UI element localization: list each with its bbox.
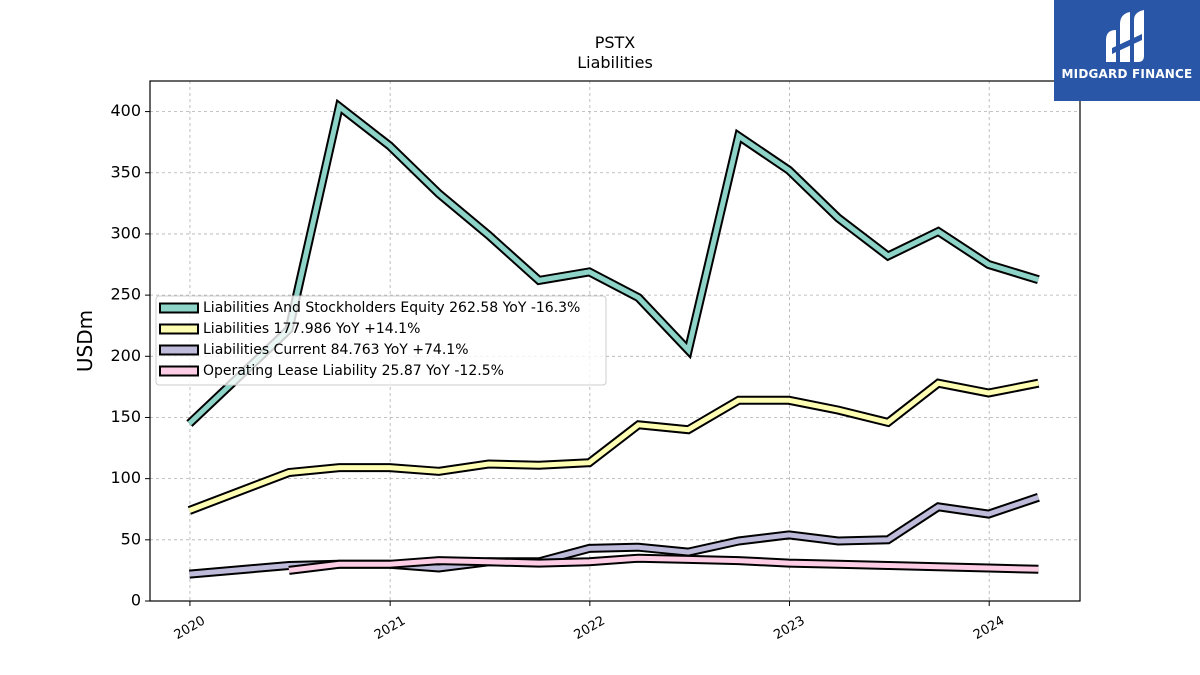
brand-logo: MIDGARD FINANCE xyxy=(1054,0,1200,101)
series-liabilities-and-stockholders-equity xyxy=(186,98,1040,427)
y-tick-label: 350 xyxy=(110,162,141,181)
plot-frame xyxy=(149,80,1081,602)
series-layer xyxy=(186,98,1040,579)
logo-text: MIDGARD FINANCE xyxy=(1061,67,1193,81)
y-tick-label: 50 xyxy=(121,529,141,548)
series-operating-lease-liability xyxy=(288,553,1039,575)
series-line xyxy=(187,102,1040,426)
y-axis-label: USDm xyxy=(73,310,97,372)
legend-label: Operating Lease Liability 25.87 YoY -12.… xyxy=(203,363,504,379)
legend-item: Operating Lease Liability 25.87 YoY -12.… xyxy=(159,363,504,379)
legend-swatch xyxy=(159,344,199,356)
y-tick-label: 100 xyxy=(110,468,141,487)
y-tick-label: 200 xyxy=(110,346,141,365)
legend-label: Liabilities And Stockholders Equity 262.… xyxy=(203,300,580,316)
legend-item: Liabilities And Stockholders Equity 262.… xyxy=(159,300,580,316)
x-tick-label: 2023 xyxy=(771,613,807,643)
legend-item: Liabilities 177.986 YoY +14.1% xyxy=(159,321,420,337)
legend-label: Liabilities Current 84.763 YoY +74.1% xyxy=(203,342,469,358)
x-tick-label: 2020 xyxy=(172,613,208,643)
chart-subtitle: Liabilities xyxy=(577,53,653,72)
logo-mark-icon xyxy=(1106,10,1144,62)
y-tick-label: 400 xyxy=(110,101,141,120)
x-tick-label: 2022 xyxy=(572,613,608,643)
legend-box xyxy=(155,295,607,386)
x-tick-label: 2021 xyxy=(372,613,408,643)
y-tick-label: 0 xyxy=(131,591,141,610)
legend-swatch xyxy=(159,365,199,377)
x-tick-label: 2024 xyxy=(971,613,1007,643)
series-line xyxy=(288,555,1039,573)
y-tick-label: 300 xyxy=(110,223,141,242)
series-liabilities xyxy=(187,378,1040,515)
chart-title: PSTX xyxy=(595,33,636,52)
series-line xyxy=(188,380,1039,513)
legend: Liabilities And Stockholders Equity 262.… xyxy=(155,295,607,386)
y-tick-label: 250 xyxy=(110,285,141,304)
legend-swatch xyxy=(159,323,199,335)
legend-item: Liabilities Current 84.763 YoY +74.1% xyxy=(159,342,469,358)
legend-label: Liabilities 177.986 YoY +14.1% xyxy=(203,321,420,337)
legend-swatch xyxy=(159,302,199,314)
y-tick-label: 150 xyxy=(110,407,141,426)
